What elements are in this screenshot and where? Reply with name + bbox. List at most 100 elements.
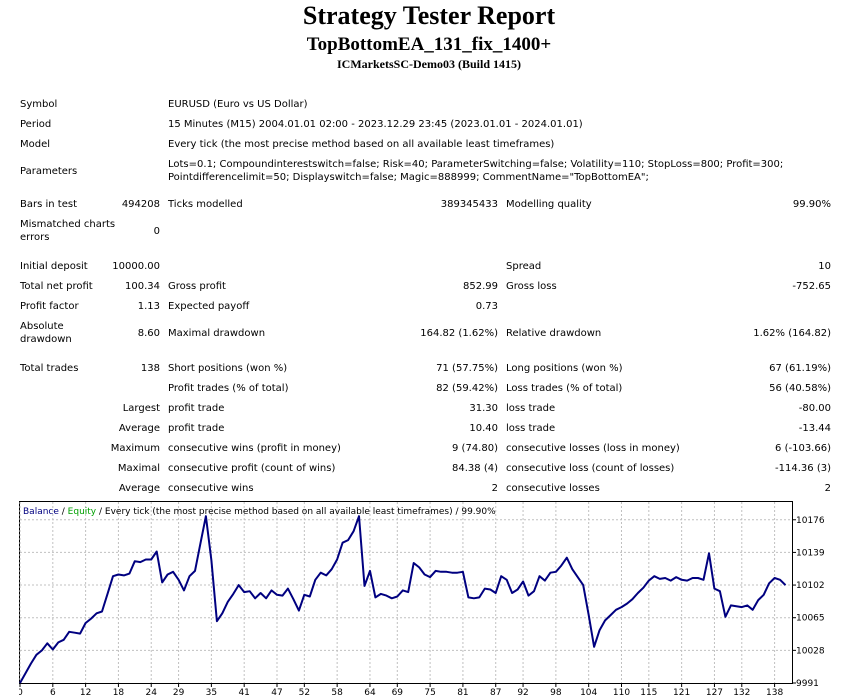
largest-profit-label: profit trade	[168, 403, 225, 414]
ltrades-label: Loss trades (% of total)	[506, 383, 623, 394]
legend-balance: Balance	[23, 507, 59, 517]
largest-loss-label: loss trade	[506, 403, 556, 414]
payoff-value: 0.73	[475, 301, 498, 312]
y-axis: 10176 10139 10102 10065 10028 9991	[792, 516, 825, 689]
symbol-value: EURUSD (Euro vs US Dollar)	[168, 99, 308, 110]
pf-label: Profit factor	[20, 301, 79, 312]
x-tick-label: 92	[517, 688, 528, 696]
maximum-losses-label: consecutive losses (loss in money)	[506, 443, 680, 454]
absdd-label: Absolute drawdown	[20, 321, 72, 345]
maximum-wins-label: consecutive wins (profit in money)	[168, 443, 341, 454]
parameters-line2: Pointdifferencelimit=50; Displayswitch=f…	[168, 172, 649, 183]
x-tick-label: 87	[490, 688, 501, 696]
largest-label: Largest	[122, 403, 160, 414]
x-tick-label: 115	[640, 688, 657, 696]
x-tick-label: 0	[19, 688, 23, 696]
average-label: Average	[118, 423, 160, 434]
maximal-profit-value: 84.38 (4)	[452, 463, 498, 474]
y-tick-label: 9991	[796, 679, 819, 689]
deposit-value: 10000.00	[112, 261, 160, 272]
quality-value: 99.90%	[792, 199, 831, 210]
avg-consecutive-wins-value: 2	[491, 483, 498, 494]
x-tick-label: 58	[331, 688, 343, 696]
chart-legend: Balance / Equity / Every tick (the most …	[23, 507, 496, 517]
plot-frame	[19, 501, 793, 684]
mismatched-label: Mismatched charts errors	[20, 219, 116, 243]
grid	[19, 502, 792, 683]
period-label: Period	[20, 119, 52, 130]
trades-label: Total trades	[20, 363, 79, 374]
expert-name: TopBottomEA_131_fix_1400+	[306, 34, 552, 55]
legend-sep: /	[59, 507, 68, 517]
period-value: 15 Minutes (M15) 2004.01.01 02:00 - 2023…	[168, 119, 583, 130]
y-tick-label: 10176	[796, 516, 825, 526]
reldd-label: Relative drawdown	[506, 328, 602, 339]
quality-label: Modelling quality	[506, 199, 592, 210]
ticks-label: Ticks modelled	[168, 199, 243, 210]
average-loss-label: loss trade	[506, 423, 556, 434]
grossloss-value: -752.65	[792, 281, 831, 292]
deposit-label: Initial deposit	[20, 261, 88, 272]
y-tick-label: 10028	[796, 646, 825, 656]
y-tick-label: 10139	[796, 548, 825, 558]
spread-value: 10	[818, 261, 831, 272]
ltrades-value: 56 (40.58%)	[769, 383, 831, 394]
mismatched-value: 0	[153, 226, 160, 237]
x-tick-label: 110	[613, 688, 630, 696]
parameters-label: Parameters	[20, 166, 78, 177]
largest-profit-value: 31.30	[469, 403, 498, 414]
avg-consecutive-losses-value: 2	[824, 483, 831, 494]
x-tick-label: 104	[580, 688, 597, 696]
bars-label: Bars in test	[20, 199, 77, 210]
model-label: Model	[20, 139, 51, 150]
netprofit-label: Total net profit	[20, 281, 93, 292]
bars-value: 494208	[121, 199, 160, 210]
average-profit-value: 10.40	[469, 423, 498, 434]
x-tick-label: 18	[113, 688, 125, 696]
legend-description: / Every tick (the most precise method ba…	[96, 507, 496, 517]
x-tick-label: 64	[364, 688, 376, 696]
x-tick-label: 12	[80, 688, 91, 696]
absdd-value: 8.60	[137, 328, 160, 339]
x-tick-label: 69	[392, 688, 404, 696]
x-tick-label: 47	[271, 688, 282, 696]
x-tick-label: 29	[173, 688, 185, 696]
x-tick-label: 127	[706, 688, 723, 696]
grossprofit-value: 852.99	[463, 281, 498, 292]
server-build: ICMarketsSC-Demo03 (Build 1415)	[337, 57, 521, 71]
balance-chart: 10176 10139 10102 10065 10028 9991 0 6 12 18 24 29…	[19, 501, 825, 696]
report-title: Strategy Tester Report	[302, 1, 556, 30]
x-tick-label: 75	[424, 688, 435, 696]
model-value: Every tick (the most precise method base…	[168, 139, 555, 150]
ptrades-value: 82 (59.42%)	[436, 383, 498, 394]
maximal-label: Maximal	[117, 463, 160, 474]
spread-label: Spread	[506, 261, 542, 272]
legend-equity: Equity	[68, 507, 97, 517]
x-tick-label: 81	[457, 688, 468, 696]
short-value: 71 (57.75%)	[436, 363, 498, 374]
long-label: Long positions (won %)	[506, 363, 623, 374]
long-value: 67 (61.19%)	[769, 363, 831, 374]
reldd-value: 1.62% (164.82)	[753, 328, 831, 339]
maximum-losses-value: 6 (-103.66)	[775, 443, 831, 454]
balance-line	[19, 515, 787, 684]
ticks-value: 389345433	[440, 199, 498, 210]
avg-consecutive-wins-label: consecutive wins	[168, 483, 254, 494]
pf-value: 1.13	[137, 301, 160, 312]
largest-loss-value: -80.00	[798, 403, 831, 414]
payoff-label: Expected payoff	[168, 301, 250, 312]
x-tick-label: 132	[733, 688, 750, 696]
x-tick-label: 52	[299, 688, 310, 696]
maximum-label: Maximum	[110, 443, 160, 454]
avg-consecutive-label: Average	[118, 483, 160, 494]
grossloss-label: Gross loss	[506, 281, 557, 292]
x-tick-label: 98	[550, 688, 562, 696]
x-axis: 0 6 12 18 24 29 35 41 47 52 58 64 69 75 81 87 92 98 104 110…	[19, 683, 783, 696]
avg-consecutive-losses-label: consecutive losses	[506, 483, 600, 494]
maxdd-value: 164.82 (1.62%)	[420, 328, 498, 339]
x-tick-label: 138	[766, 688, 783, 696]
x-tick-label: 41	[238, 688, 249, 696]
trades-value: 138	[140, 363, 160, 374]
grossprofit-label: Gross profit	[168, 281, 226, 292]
netprofit-value: 100.34	[125, 281, 160, 292]
